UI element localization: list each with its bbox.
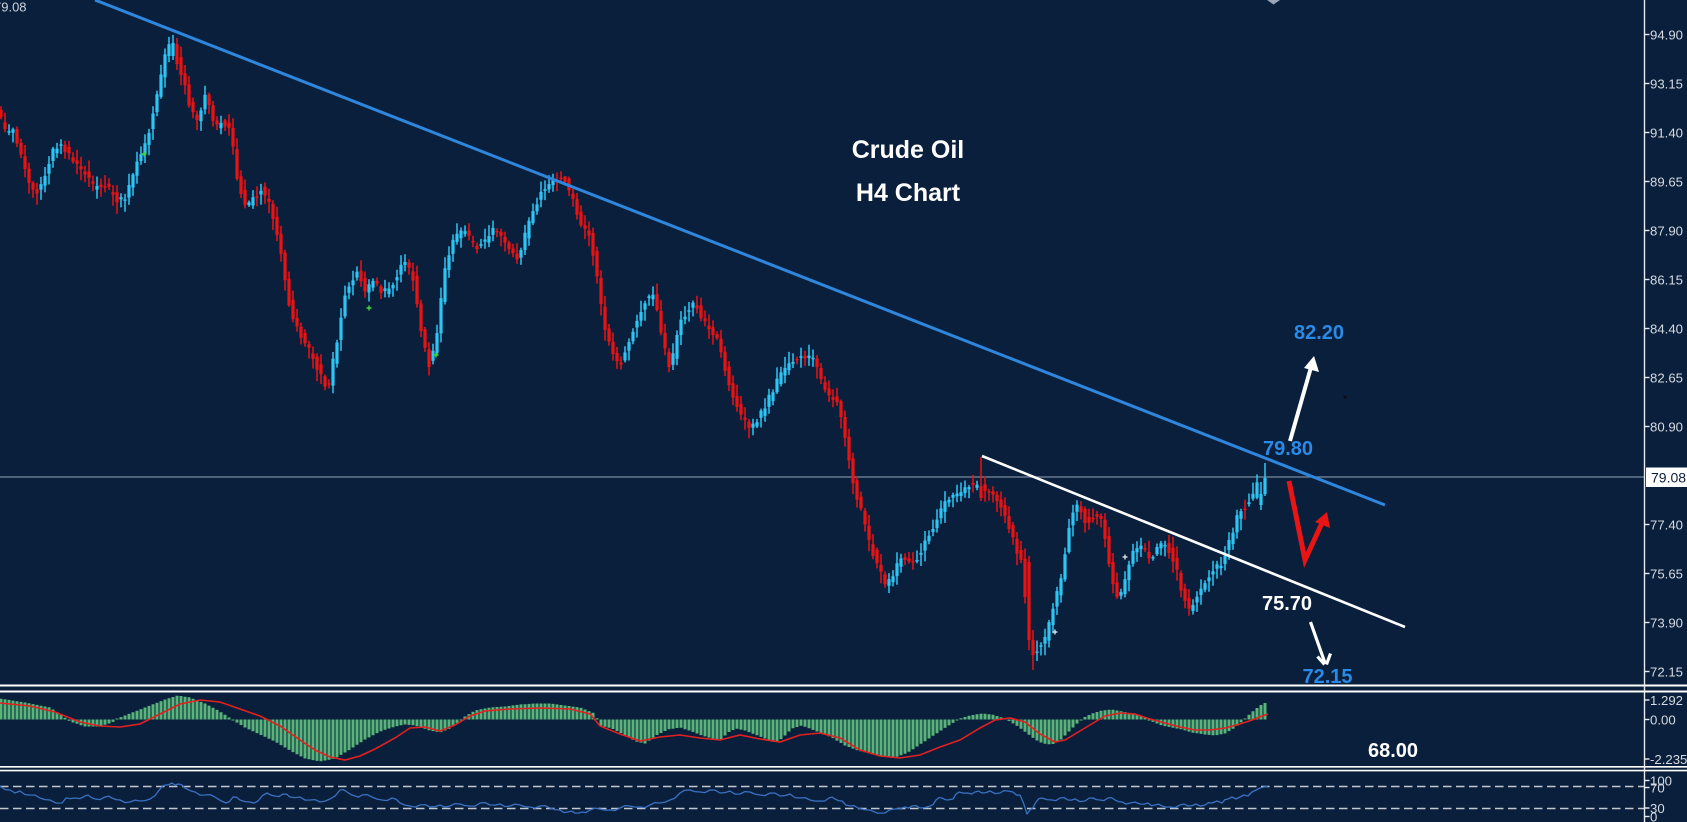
svg-text:68.00: 68.00	[1368, 740, 1418, 762]
svg-text:79.08: 79.08	[1651, 470, 1686, 486]
svg-text:77.40: 77.40	[1650, 518, 1683, 533]
svg-text:75.65: 75.65	[1650, 567, 1683, 582]
svg-text:1.292: 1.292	[1650, 693, 1683, 708]
svg-text:86.15: 86.15	[1650, 273, 1683, 288]
svg-text:30: 30	[1650, 801, 1665, 816]
svg-text:0: 0	[1650, 810, 1657, 822]
svg-text:72.15: 72.15	[1650, 665, 1683, 680]
svg-text:84.40: 84.40	[1650, 322, 1683, 337]
svg-text:0.00: 0.00	[1650, 713, 1676, 728]
svg-text:75.70: 75.70	[1262, 593, 1312, 615]
svg-text:82.20: 82.20	[1294, 322, 1344, 344]
svg-text:H4 Chart: H4 Chart	[856, 179, 961, 207]
svg-text:79.08: 79.08	[0, 0, 27, 15]
svg-text:91.40: 91.40	[1650, 126, 1683, 141]
svg-text:94.90: 94.90	[1650, 28, 1683, 43]
svg-text:73.90: 73.90	[1650, 616, 1683, 631]
svg-text:-2.235: -2.235	[1650, 752, 1687, 767]
svg-text:72.15: 72.15	[1302, 666, 1352, 688]
svg-text:70: 70	[1650, 781, 1665, 796]
svg-text:79.80: 79.80	[1263, 438, 1313, 460]
svg-text:87.90: 87.90	[1650, 224, 1683, 239]
svg-text:89.65: 89.65	[1650, 175, 1683, 190]
svg-text:80.90: 80.90	[1650, 420, 1683, 435]
svg-text:82.65: 82.65	[1650, 371, 1683, 386]
svg-text:93.15: 93.15	[1650, 77, 1683, 92]
svg-text:100: 100	[1650, 774, 1672, 789]
svg-text:Crude Oil: Crude Oil	[852, 136, 965, 164]
